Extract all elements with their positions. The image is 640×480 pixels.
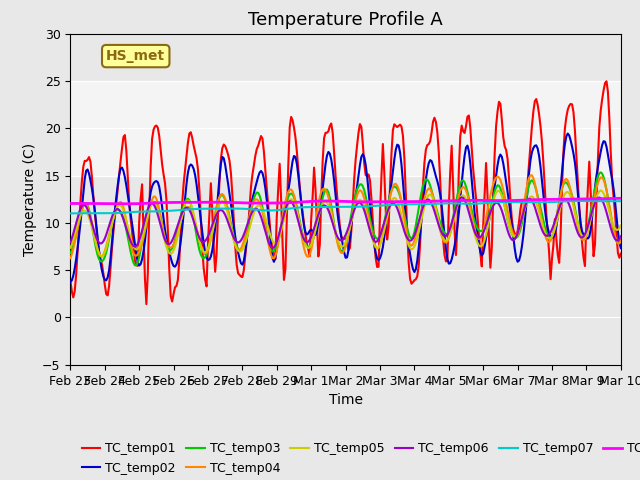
Line: TC_temp07: TC_temp07 <box>70 201 621 214</box>
Line: TC_temp05: TC_temp05 <box>70 191 621 256</box>
Legend: TC_temp01, TC_temp02, TC_temp03, TC_temp04, TC_temp05, TC_temp06, TC_temp07, TC_: TC_temp01, TC_temp02, TC_temp03, TC_temp… <box>77 437 640 480</box>
Line: TC_temp02: TC_temp02 <box>70 133 621 282</box>
Bar <box>70 81 621 176</box>
Line: TC_temp04: TC_temp04 <box>70 175 621 258</box>
Text: HS_met: HS_met <box>106 49 165 63</box>
Title: Temperature Profile A: Temperature Profile A <box>248 11 443 29</box>
Line: TC_temp03: TC_temp03 <box>70 172 621 265</box>
Line: TC_temp01: TC_temp01 <box>70 81 621 304</box>
Line: TC_temp06: TC_temp06 <box>70 197 621 248</box>
X-axis label: Time: Time <box>328 393 363 407</box>
Y-axis label: Temperature (C): Temperature (C) <box>22 143 36 256</box>
Line: TC_temp08: TC_temp08 <box>70 198 621 204</box>
